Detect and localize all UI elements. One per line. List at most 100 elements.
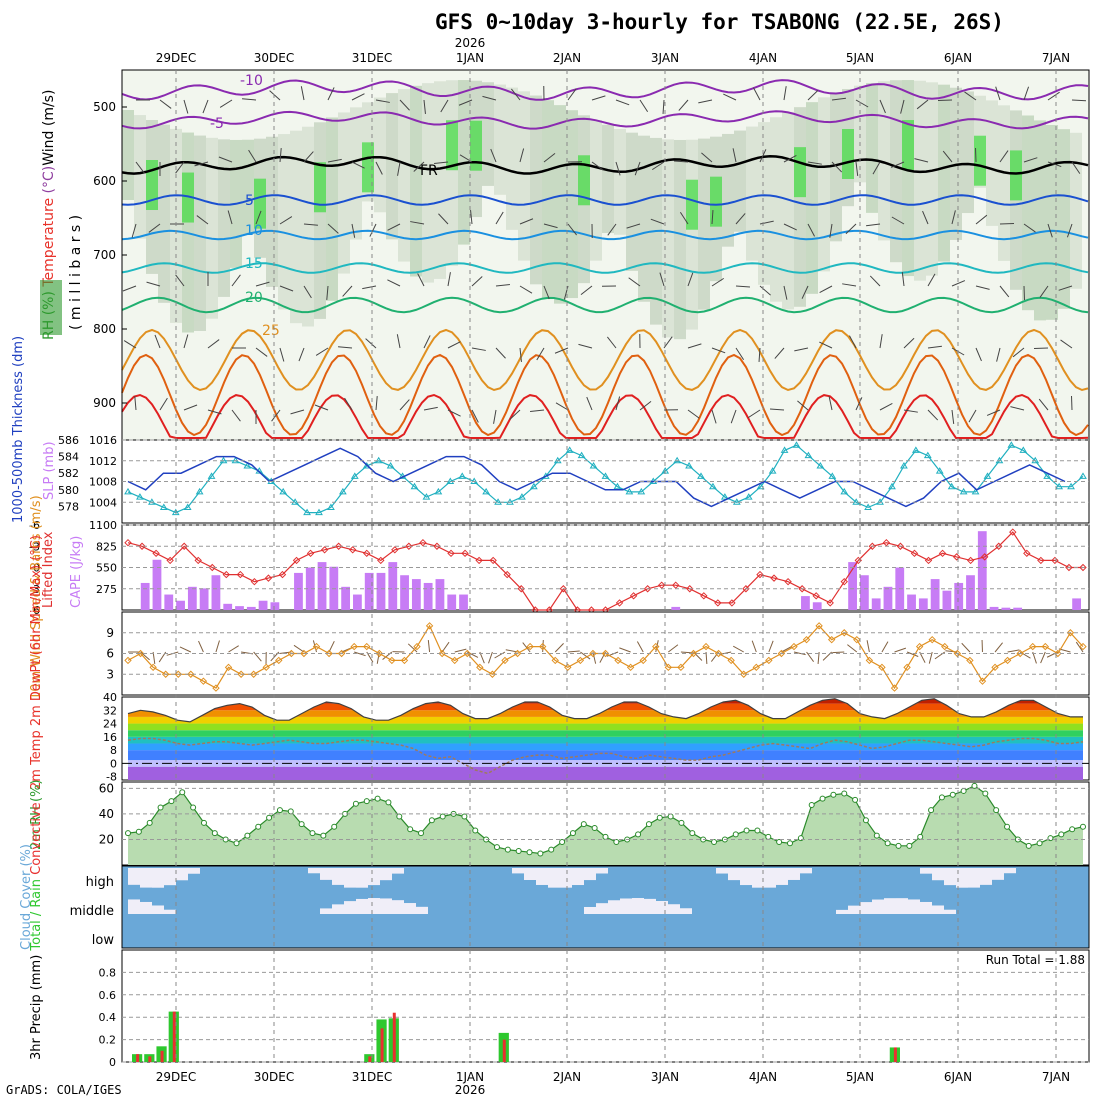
cloud-high-bar [956,868,968,888]
wind-barb [975,347,982,362]
rh-point [331,823,338,830]
precip-conv-bar [172,1011,176,1062]
rh-shade [446,80,458,266]
rh-shade [1058,129,1070,309]
slp-point [195,487,204,495]
run-total: Run Total = 1.88 [986,953,1085,967]
rh-shade [698,138,710,310]
wind-speed-point [413,642,421,651]
rh-ylabel: 2m RH (%) [29,779,44,850]
wind-barb [122,285,137,292]
lifted-point [714,599,722,607]
wind-barb [303,151,314,163]
thickness-line [127,447,1066,508]
lifted-line [127,531,1083,611]
cloud-mid-bar [596,903,608,914]
wind-barb [578,343,593,349]
temp-band [128,736,1083,744]
rh-shade-high [470,120,482,171]
wind-barb [890,161,905,168]
slp-point [1067,482,1075,490]
wind-barb [607,223,617,236]
rh-shade-high [578,155,590,206]
slp-point [303,508,311,516]
wind-barb [879,99,886,114]
wind-barb [315,347,329,356]
cape-ytick: 1100 [89,519,117,532]
rh-point [776,839,783,846]
cape-bar [341,586,351,610]
rh-point [982,790,989,797]
temp-contour [121,296,1089,314]
wind-barb [855,99,869,108]
cloud-high-bar [1004,868,1016,874]
wind-barb [794,347,809,352]
temp-band [128,766,1083,780]
rh-shade [782,112,794,310]
wind-speed-point [262,663,270,672]
temp-band [128,716,1083,724]
wind-speed-point [878,663,886,672]
lifted-point [1065,563,1073,572]
wind-barb [131,223,137,238]
rh-point [852,796,859,803]
rh-point [580,821,587,828]
slp-point [780,446,789,453]
contour-label: 25 [262,323,280,339]
wind-barb [591,95,606,101]
wind-barb [1071,161,1081,174]
bottom-date-tick: 7JAN [1042,1070,1070,1084]
cloud-mid-bar [380,898,392,914]
cloud-ytick: high [86,875,114,890]
wind-barb [996,347,1001,362]
rh-shade [1022,115,1034,311]
lifted-point [910,549,919,558]
cape-bar [447,594,457,610]
wind-barb [1038,398,1049,411]
rh-shade [1046,125,1058,320]
wind-speed-point [551,656,559,665]
wind-barb [951,210,956,225]
wind-barb [279,285,294,292]
cape-bar [199,588,209,610]
wind-barb [639,400,652,411]
wind-barb [1023,223,1036,233]
wind-barb [279,216,293,225]
rh-point [711,839,718,846]
wind-barb [399,99,410,111]
wind-barb [134,396,137,411]
wind10-barb [847,644,858,653]
wind-speed-point [388,656,396,665]
wind-barb [679,211,689,225]
wind-speed-point [237,670,245,678]
rh-shade [602,124,614,234]
wind-speed-point [840,629,848,637]
cape-bar [435,579,445,610]
cloud-high-bar [380,868,392,881]
wind-barb [183,404,198,411]
wind-barb [375,396,378,411]
cloud-high-bar [572,868,584,886]
slp-point [315,508,323,516]
cloud-high-bar [128,868,140,885]
wind-barb [783,86,787,101]
rh-point [591,824,598,831]
slp-point [458,472,467,479]
rh-shade-high [794,147,806,198]
chart-title: GFS 0~10day 3-hourly for TSABONG (22.5E,… [435,10,1004,34]
cloud-mid-bar [140,901,152,914]
wind-barb [735,285,751,288]
cloud-mid-bar [164,909,176,914]
wind10-barb [488,651,493,664]
wind-barb [1047,161,1062,168]
wind-speed-point [727,656,735,665]
wind-barb [482,95,497,101]
cape-bar [305,567,315,610]
bottom-date-tick: 29DEC [156,1070,196,1084]
rh-shade [902,80,914,277]
cloud-mid-bar [860,902,872,914]
temp-contour [121,393,1089,439]
lifted-point [166,556,174,565]
wind-barb [711,277,725,287]
wind10-barb [732,645,744,653]
